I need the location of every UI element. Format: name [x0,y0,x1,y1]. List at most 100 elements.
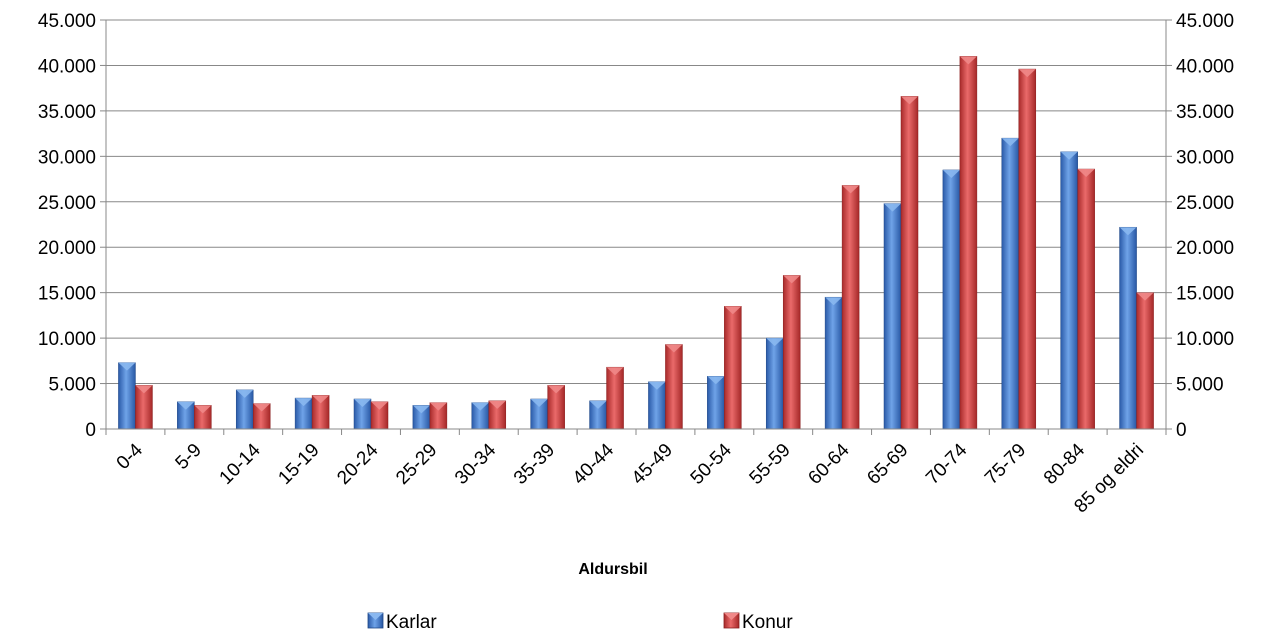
bar-karlar-0-4 [118,362,136,430]
right-y-tick-label: 5.000 [1176,375,1224,396]
x-tick-label: 75-79 [981,440,1030,489]
bar-bevel [648,381,666,390]
bar-bevel [842,185,860,194]
x-tick-label: 65-69 [863,440,912,489]
bar-bevel [665,344,683,353]
bar-karlar-55-59 [765,337,784,430]
bar-konur-25-29 [429,402,448,430]
right-y-tick-label: 25.000 [1176,193,1234,214]
bar-konur-85-og-eldri [1136,292,1154,430]
right-y-tick-label: 20.000 [1176,238,1234,259]
bar-body [1077,168,1095,430]
bar-body [959,56,978,430]
left-y-tick-label: 5.000 [48,375,96,396]
left-y-tick-label: 10.000 [38,329,96,350]
x-tick-label: 10-14 [216,439,266,489]
bar-bevel [942,169,960,178]
bar-bevel [488,400,506,409]
bar-bevel [236,389,254,398]
bar-karlar-20-24 [353,398,372,430]
bar-bevel [606,367,624,376]
bar-bevel [783,275,801,284]
bar-bevel [1001,138,1019,147]
bar-bevel [429,402,447,411]
left-y-axis-ticks: 0 5.000 10.000 15.000 20.000 25.000 30.000 35.0… [38,11,96,441]
bar-body [606,366,624,430]
x-axis-label: Aldursbil [578,561,647,578]
x-tick-label: 5-9 [172,440,206,474]
x-tick-label: 30-34 [451,439,501,489]
bar-konur-65-69 [900,96,919,430]
bar-bevel [530,399,548,408]
right-y-tick-label: 0 [1176,420,1187,441]
left-y-tick-label: 35.000 [38,102,96,123]
bar-body [765,337,784,430]
left-y-tick-label: 0 [85,420,96,441]
x-tick-label: 40-44 [569,439,619,489]
bar-bevel [724,306,742,315]
bar-bevel [1018,69,1036,78]
right-y-tick-label: 40.000 [1176,56,1234,77]
left-y-tick-label: 15.000 [38,284,96,305]
legend: Karlar Konur [367,612,793,633]
x-tick-label: 45-49 [628,440,677,489]
bar-bevel [118,362,136,371]
bar-konur-60-64 [841,185,860,430]
bar-bevel [1077,169,1095,178]
legend-label: Karlar [386,612,437,633]
x-tick-label: 80-84 [1040,439,1090,489]
bar-bevel [354,399,371,408]
bar-bevel [371,401,388,410]
right-y-tick-label: 45.000 [1176,11,1234,32]
right-y-tick-label: 10.000 [1176,329,1234,350]
bar-bevel [412,405,430,414]
bar-bevel [312,395,330,404]
bar-bevel [295,398,313,407]
x-tick-label: 60-64 [804,439,854,489]
bar-bevel [589,400,607,409]
bar-body [883,203,902,430]
bar-body [118,362,136,430]
bar-konur-5-9 [194,405,212,430]
bar-body [1060,151,1078,430]
bar-karlar-15-19 [294,397,313,430]
legend-item-karlar: Karlar [367,612,437,633]
bar-karlar-40-44 [589,400,607,430]
bar-bevel [825,297,843,306]
legend-label: Konur [742,612,793,633]
bar-konur-50-54 [724,306,742,430]
bar-konur-10-14 [252,403,271,430]
bar-karlar-80-84 [1060,151,1078,430]
bar-karlar-30-34 [471,402,490,430]
bar-konur-75-79 [1018,68,1037,430]
bar-bevel [194,405,212,414]
x-tick-label: 70-74 [922,439,972,489]
x-tick-label: 20-24 [333,439,383,489]
bar-bevel [177,401,195,410]
bar-karlar-85-og-eldri [1119,226,1137,430]
bar-body [665,344,683,430]
bar-karlar-60-64 [824,296,843,430]
bar-bevel [766,338,784,347]
bar-karlar-35-39 [530,398,548,430]
bar-bevel [135,385,153,394]
bar-body [1001,137,1020,430]
bar-karlar-5-9 [177,401,195,430]
bar-bevel [707,376,725,385]
bar-konur-55-59 [782,275,801,430]
left-y-tick-label: 45.000 [38,11,96,32]
bar-body [1018,68,1037,430]
legend-swatch-bevel [368,613,383,620]
bar-konur-35-39 [547,385,565,430]
bar-body [1136,292,1154,430]
bar-karlar-75-79 [1001,137,1020,430]
right-y-tick-label: 30.000 [1176,147,1234,168]
x-tick-label: 15-19 [274,440,323,489]
bar-bevel [471,402,489,411]
gridlines [106,19,1166,385]
bar-body [824,296,843,430]
x-tick-label: 25-29 [392,440,441,489]
bar-konur-15-19 [311,395,330,430]
bar-bevel [547,385,565,394]
